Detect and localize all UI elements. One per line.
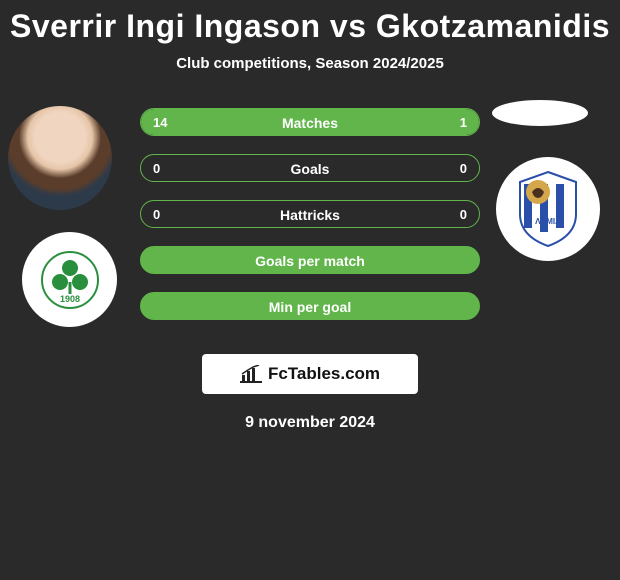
club-badge-left: 1908 bbox=[22, 232, 117, 327]
page-title: Sverrir Ingi Ingason vs Gkotzamanidis bbox=[0, 0, 620, 45]
stat-row-goals: 0 Goals 0 bbox=[140, 154, 480, 182]
svg-text:1908: 1908 bbox=[59, 294, 79, 304]
stat-label: Min per goal bbox=[141, 293, 479, 320]
club-badge-right: ΛAMIA bbox=[496, 157, 600, 261]
stat-label: Goals bbox=[141, 155, 479, 182]
stat-value-left: 0 bbox=[153, 201, 160, 228]
stat-value-right: 0 bbox=[460, 155, 467, 182]
chart-icon bbox=[240, 365, 262, 383]
stat-row-mpg: Min per goal bbox=[140, 292, 480, 320]
stat-row-hattricks: 0 Hattricks 0 bbox=[140, 200, 480, 228]
stat-row-matches: 14 Matches 1 bbox=[140, 108, 480, 136]
svg-text:ΛAMIA: ΛAMIA bbox=[535, 217, 561, 226]
stat-label: Matches bbox=[141, 109, 479, 136]
subtitle: Club competitions, Season 2024/2025 bbox=[0, 55, 620, 72]
date-text: 9 november 2024 bbox=[0, 414, 620, 432]
stat-value-right: 1 bbox=[460, 109, 467, 136]
stat-row-gpm: Goals per match bbox=[140, 246, 480, 274]
shield-icon: ΛAMIA bbox=[514, 170, 582, 248]
stat-value-left: 14 bbox=[153, 109, 167, 136]
player-photo-left bbox=[8, 106, 112, 210]
player-photo-right bbox=[492, 100, 588, 126]
clover-icon: 1908 bbox=[40, 250, 100, 310]
logo-text: FcTables.com bbox=[268, 364, 380, 384]
comparison-card: Sverrir Ingi Ingason vs Gkotzamanidis Cl… bbox=[0, 0, 620, 580]
stats-panel: 14 Matches 1 0 Goals 0 0 Hattricks 0 Goa… bbox=[140, 108, 480, 338]
stat-label: Goals per match bbox=[141, 247, 479, 274]
fctables-logo[interactable]: FcTables.com bbox=[202, 354, 418, 394]
stat-label: Hattricks bbox=[141, 201, 479, 228]
stat-value-left: 0 bbox=[153, 155, 160, 182]
stat-value-right: 0 bbox=[460, 201, 467, 228]
